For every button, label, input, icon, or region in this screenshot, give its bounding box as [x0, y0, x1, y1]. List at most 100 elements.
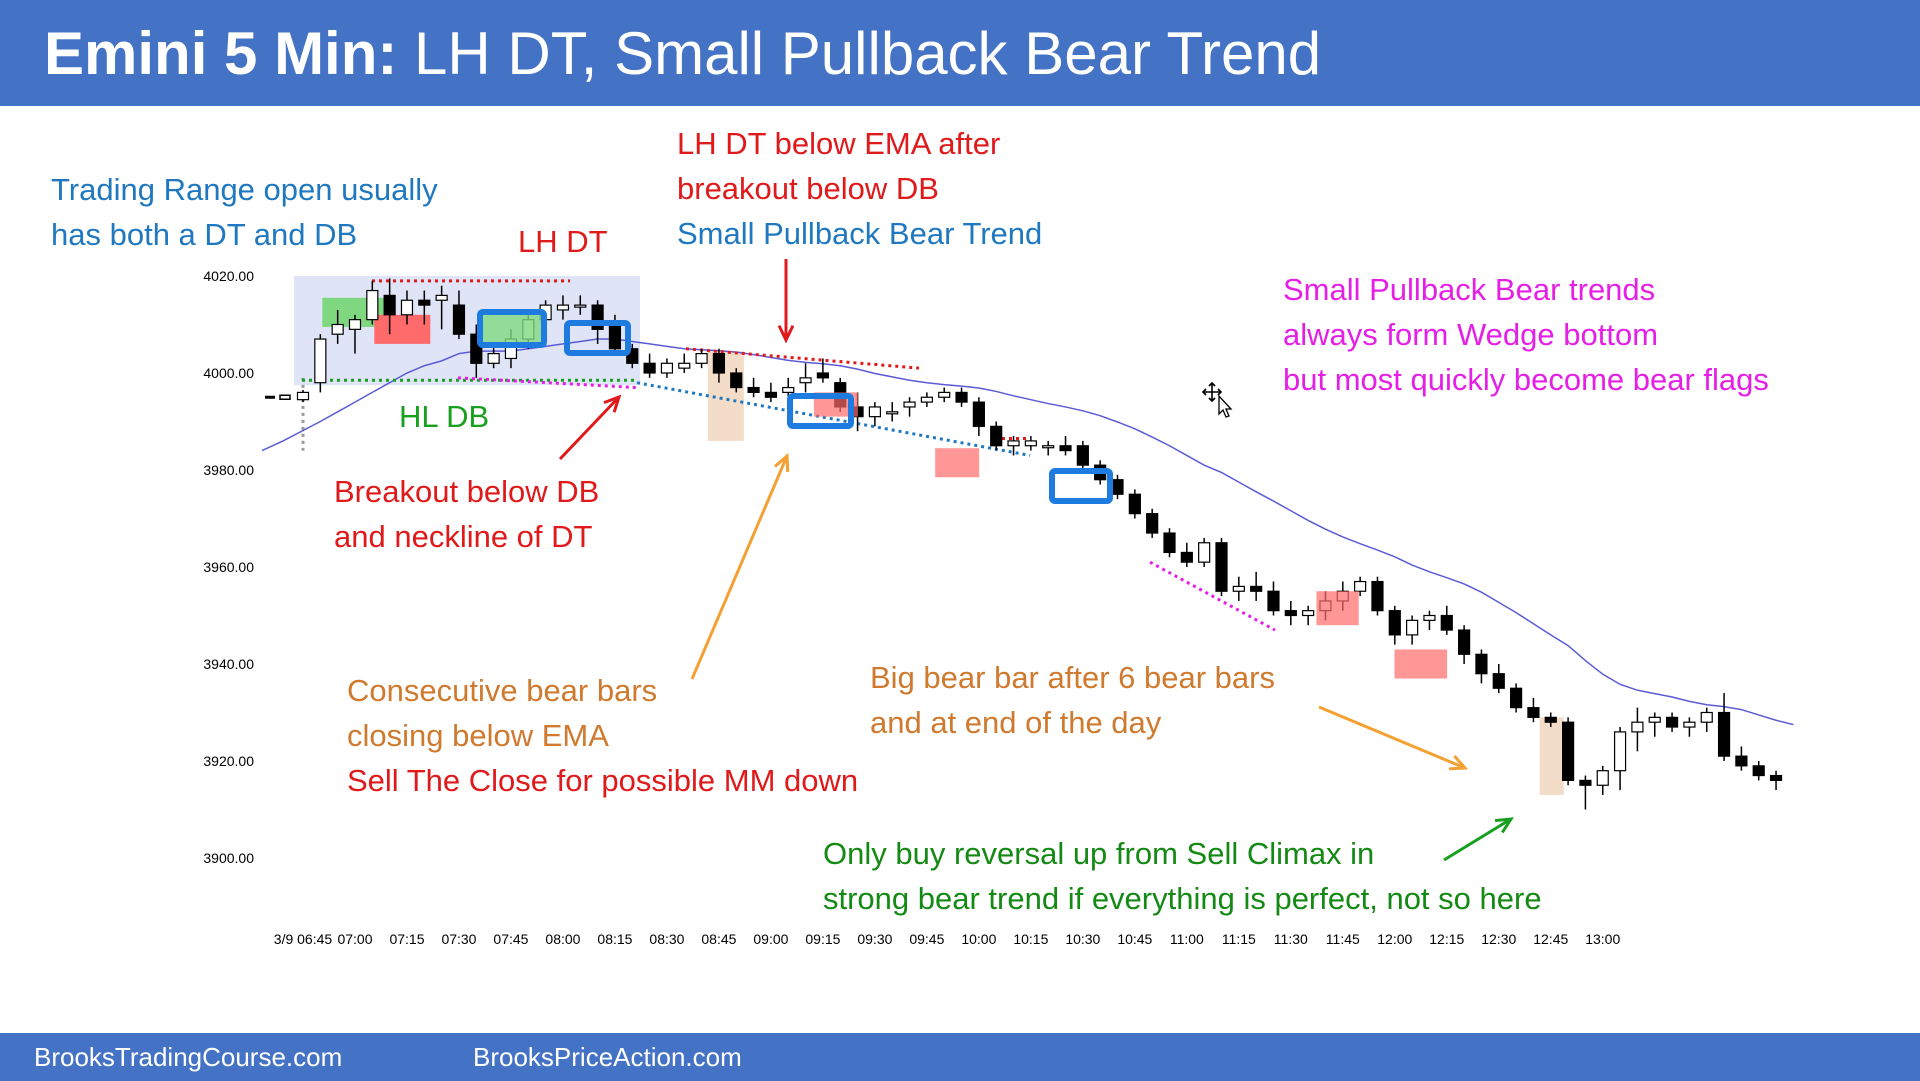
wedge-line — [457, 376, 638, 390]
candle-body — [782, 386, 795, 393]
arrow-head — [773, 452, 790, 473]
consecutive-bear-note: Consecutive bear bars closing below EMA … — [347, 668, 858, 803]
lh-dt-arrow — [777, 259, 795, 344]
candle-body — [1388, 610, 1401, 636]
arrow-layer — [558, 259, 1514, 862]
candle-body — [1752, 765, 1765, 777]
candle-body — [1371, 580, 1384, 612]
trading-range-line-1: Trading Range open usually — [51, 172, 438, 207]
breakout-arrow — [558, 394, 622, 461]
candle-body — [331, 323, 344, 335]
consecutive-bear-arrow — [690, 452, 790, 680]
footer-right-link[interactable]: BrooksPriceAction.com — [473, 1042, 742, 1072]
candle-body — [1111, 479, 1124, 495]
candle-body — [816, 372, 830, 379]
candle-body — [1475, 653, 1488, 675]
candle-body — [1076, 445, 1089, 466]
candle-body — [660, 362, 674, 374]
candle-body — [626, 348, 639, 364]
lh-dt-label: LH DT — [518, 224, 608, 259]
candle-body — [1665, 716, 1679, 728]
arrow-shaft — [1318, 705, 1466, 770]
candle-body — [643, 362, 656, 374]
y-tick-label: 3920.00 — [203, 753, 254, 769]
bull-micro-channel-box — [477, 309, 547, 348]
prior-day-bar — [279, 394, 291, 400]
candle-body — [435, 294, 448, 301]
candle-body — [799, 377, 812, 384]
footer-left-link[interactable]: BrooksTradingCourse.com — [34, 1042, 343, 1072]
candle-body — [1406, 619, 1419, 636]
arrow-shaft — [1443, 817, 1512, 862]
x-tick-label: 12:15 — [1429, 931, 1464, 947]
breakout-line-1: Breakout below DB — [334, 474, 600, 509]
candle-body — [1509, 687, 1523, 709]
candle-body — [938, 391, 951, 398]
candles-layer — [265, 278, 1783, 810]
pointer-icon — [1218, 394, 1233, 418]
bear-bars-box — [1316, 591, 1359, 626]
candle-body — [1024, 440, 1037, 447]
candle-body — [1596, 770, 1609, 786]
candle-body — [556, 304, 570, 311]
x-tick-label: 07:30 — [441, 931, 476, 947]
candle-body — [972, 401, 985, 427]
arrow-head — [1448, 755, 1469, 771]
candle-body — [990, 425, 1003, 447]
sell-climax-shade — [1539, 717, 1564, 795]
spbt-wedge-note: Small Pullback Bear trends always form W… — [1283, 267, 1769, 402]
big-bear-line-2: and at end of the day — [870, 705, 1162, 740]
trading-range-shade — [294, 276, 640, 386]
candle-body — [886, 411, 899, 415]
y-tick-label: 3940.00 — [203, 656, 254, 672]
lh-dt-below-ema-line-1: LH DT below EMA after — [677, 126, 1001, 161]
title-bold: Emini 5 Min: — [44, 20, 398, 87]
title-bar: Emini 5 Min: LH DT, Small Pullback Bear … — [0, 0, 1920, 106]
big-bear-line-1: Big bear bar after 6 bear bars — [870, 660, 1275, 695]
candle-body — [1059, 445, 1072, 452]
buy-reversal-arrow — [1443, 817, 1514, 862]
candle-body — [1769, 774, 1783, 781]
candle-body — [730, 372, 743, 389]
x-tick-label: 09:00 — [753, 931, 788, 947]
candle-body — [383, 294, 396, 316]
candle-body — [1492, 673, 1505, 689]
spbt-line-3: but most quickly become bear flags — [1283, 362, 1769, 397]
bear-micro-channel-box — [564, 320, 631, 356]
candle-body — [868, 406, 881, 418]
only-buy-reversal-note: Only buy reversal up from Sell Climax in… — [823, 831, 1542, 921]
candle-body — [1232, 585, 1245, 592]
candle-body — [1250, 585, 1263, 592]
breakout-line-2: and neckline of DT — [334, 519, 593, 554]
x-tick-label: 10:15 — [1013, 931, 1048, 947]
x-tick-label: 11:00 — [1170, 931, 1204, 947]
candle-body — [695, 353, 708, 364]
consecutive-line-2: closing below EMA — [347, 718, 609, 753]
candle-body — [487, 353, 500, 364]
lh-dt-below-ema-line-2: breakout below DB — [677, 171, 939, 206]
y-tick-label: 3900.00 — [203, 850, 254, 866]
x-tick-label: 09:15 — [805, 931, 840, 947]
big-bear-bar-note: Big bear bar after 6 bear bars and at en… — [870, 655, 1275, 745]
blue-box-fill — [483, 315, 541, 342]
footer-bar: BrooksTradingCourse.com BrooksPriceActio… — [0, 1033, 1920, 1081]
candle-body — [574, 304, 587, 308]
move-icon — [1201, 381, 1223, 403]
box-layer — [477, 309, 1448, 679]
candle-body — [1717, 711, 1731, 757]
arrow-shaft — [690, 455, 789, 680]
x-tick-label: 11:15 — [1222, 931, 1256, 947]
x-tick-label: 11:30 — [1274, 931, 1308, 947]
candle-body — [400, 299, 414, 316]
candle-body — [1458, 629, 1471, 655]
candle-body — [1163, 532, 1176, 554]
x-tick-label: 07:15 — [389, 931, 424, 947]
candle-body — [1561, 721, 1575, 782]
x-tick-label: 10:00 — [961, 931, 996, 947]
candle-body — [1198, 542, 1211, 563]
x-tick-label: 12:45 — [1533, 931, 1568, 947]
candle-body — [452, 304, 466, 335]
arrow-shaft — [558, 395, 621, 461]
candle-body — [920, 396, 933, 403]
candle-body — [591, 304, 604, 330]
